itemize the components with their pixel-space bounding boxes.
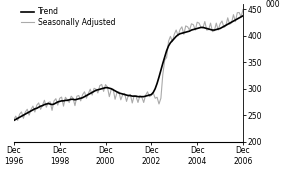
Seasonally Adjusted — [157, 103, 161, 105]
Legend: Trend, Seasonally Adjusted: Trend, Seasonally Adjusted — [20, 7, 116, 28]
Line: Trend: Trend — [14, 16, 243, 120]
Seasonally Adjusted — [12, 118, 16, 121]
Trend — [66, 99, 69, 101]
Seasonally Adjusted — [112, 88, 115, 90]
Y-axis label: 000: 000 — [265, 0, 280, 9]
Line: Seasonally Adjusted: Seasonally Adjusted — [14, 10, 243, 120]
Trend — [155, 82, 159, 84]
Seasonally Adjusted — [228, 23, 231, 25]
Seasonally Adjusted — [169, 35, 172, 37]
Seasonally Adjusted — [68, 101, 71, 104]
Trend — [167, 45, 170, 47]
Trend — [241, 15, 245, 17]
Trend — [35, 107, 38, 109]
Trend — [226, 23, 230, 25]
Seasonally Adjusted — [16, 119, 19, 121]
Seasonally Adjusted — [37, 102, 40, 104]
Trend — [12, 119, 16, 121]
Seasonally Adjusted — [241, 8, 245, 11]
Trend — [110, 88, 113, 90]
